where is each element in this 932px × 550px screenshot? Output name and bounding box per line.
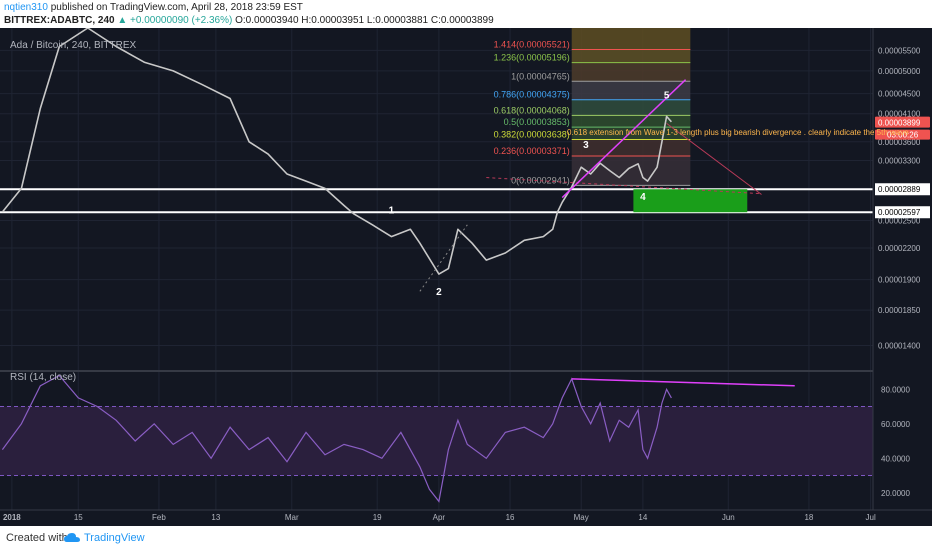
wave-label: 3: [583, 140, 589, 151]
fib-level-label: 1.236(0.00005196): [494, 53, 570, 63]
wave-label: 1: [389, 206, 395, 217]
chart-svg[interactable]: 1.414(0.00005521) 1.236(0.00005196) 1(0.00…: [0, 11, 932, 526]
fib-band: [571, 115, 691, 128]
fib-band: [571, 49, 691, 63]
current-price-label: 0.00003899: [878, 119, 921, 128]
time-tick-label: Feb: [152, 513, 166, 522]
support-zone: [0, 188, 873, 214]
fib-level-label: 1.414(0.00005521): [494, 40, 570, 50]
wave-label: 4: [640, 192, 646, 203]
price-tick-label: 0.00001400: [878, 342, 921, 351]
countdown-badge: [875, 129, 930, 140]
created-with-label: Created with: [6, 532, 68, 544]
fib-level-label: 0.382(0.00003638): [494, 130, 570, 140]
price-change: ▲ +0.00000090 (+2.36%): [114, 15, 233, 26]
fib-band: [571, 99, 691, 116]
time-tick-label: May: [574, 513, 589, 522]
rsi-band: [0, 406, 873, 476]
fib-band: [571, 155, 691, 186]
price-tick-label: 0.00004500: [878, 90, 921, 99]
fib-level-label: 0.236(0.00003371): [494, 146, 570, 156]
trend-line-dashed: [486, 177, 762, 195]
fib-level-label: 0.618(0.00004068): [494, 105, 570, 115]
price-tick-label: 0.00001900: [878, 276, 921, 285]
time-tick-label: Apr: [433, 513, 446, 522]
chart-title: Ada / Bitcoin, 240, BITTREX: [10, 40, 136, 51]
fib-band: [571, 127, 691, 140]
time-tick-label: 16: [506, 513, 515, 522]
time-axis-bg: [0, 510, 932, 526]
support-price-label: 0.00002889: [878, 185, 921, 194]
rsi-pane: [0, 374, 873, 503]
annotation-text: 0.618 extension from Wave 1-3 length plu…: [567, 128, 909, 137]
drawings: 1 2 3 4 5: [389, 79, 762, 298]
price-tick-label: 0.00003300: [878, 157, 921, 166]
ohlc-values: O:0.00003940 H:0.00003951 L:0.00003881 C…: [232, 15, 494, 26]
current-price-badge: [875, 116, 930, 128]
publish-line: nqtien310 published on TradingView.com, …: [4, 2, 303, 13]
symbol-line: BITTREX:ADABTC, 240 ▲ +0.00000090 (+2.36…: [4, 15, 494, 26]
time-tick-label: Jul: [866, 513, 876, 522]
time-tick-label: Jun: [722, 513, 735, 522]
fib-level-label: 0.786(0.00004375): [494, 90, 570, 100]
fib-band: [571, 62, 691, 82]
price-series: [1, 27, 672, 275]
price-line: [1, 27, 672, 275]
countdown-label: 03:00:26: [887, 131, 919, 140]
rsi-tick-label: 40.0000: [881, 454, 910, 463]
time-tick-label: 2018: [3, 513, 21, 522]
chart-area[interactable]: 1.414(0.00005521) 1.236(0.00005196) 1(0.00…: [0, 11, 932, 526]
time-tick-label: 14: [638, 513, 647, 522]
time-tick-label: Mar: [285, 513, 299, 522]
fib-level-label: 0.5(0.00003853): [504, 117, 570, 127]
tradingview-cloud-icon: [64, 533, 80, 542]
footer-bar: Created with TradingView: [0, 526, 932, 550]
wave-label: 2: [436, 287, 442, 298]
tradingview-link[interactable]: TradingView: [84, 532, 145, 544]
price-tick-label: 0.00005500: [878, 46, 921, 55]
support-price-badge: [875, 183, 930, 196]
publish-info: published on TradingView.com, April 28, …: [47, 2, 303, 13]
wave-label: 5: [664, 90, 670, 101]
fib-level-label: 1(0.00004765): [511, 71, 570, 81]
header-bar: nqtien310 published on TradingView.com, …: [0, 0, 932, 28]
time-tick-label: 13: [211, 513, 220, 522]
time-tick-label: 19: [373, 513, 382, 522]
author-link[interactable]: nqtien310: [4, 2, 48, 13]
wave-guide-line: [419, 224, 468, 292]
rsi-tick-label: 60.0000: [881, 420, 910, 429]
price-axis-bg: [873, 28, 932, 526]
price-tick-label: 0.00002200: [878, 244, 921, 253]
price-tick-label: 0.00002500: [878, 216, 921, 225]
projection-line: [666, 123, 762, 195]
price-tick-label: 0.00004100: [878, 110, 921, 119]
price-tick-label: 0.00005000: [878, 67, 921, 76]
price-tick-label: 0.00001850: [878, 306, 921, 315]
fib-band: [571, 139, 691, 156]
time-tick-label: 15: [74, 513, 83, 522]
rsi-tick-label: 80.0000: [881, 385, 910, 394]
symbol-label: BITTREX:ADABTC, 240: [4, 15, 115, 26]
fib-band: [571, 11, 691, 50]
rsi-line: [1, 374, 672, 503]
time-tick-label: 18: [804, 513, 813, 522]
target-zone-box: [633, 189, 748, 213]
fib-band: [571, 81, 691, 100]
rsi-tick-label: 20.0000: [881, 489, 910, 498]
rsi-divergence-line: [571, 378, 795, 387]
price-tick-label: 0.00003600: [878, 138, 921, 147]
axes: 0.00005500 0.00005000 0.00004500 0.00004100…: [0, 28, 932, 526]
support-price-badge: [875, 206, 930, 219]
support-price-label: 0.00002597: [878, 208, 921, 217]
wave-channel-line: [561, 79, 687, 199]
rsi-title: RSI (14, close): [10, 372, 76, 383]
